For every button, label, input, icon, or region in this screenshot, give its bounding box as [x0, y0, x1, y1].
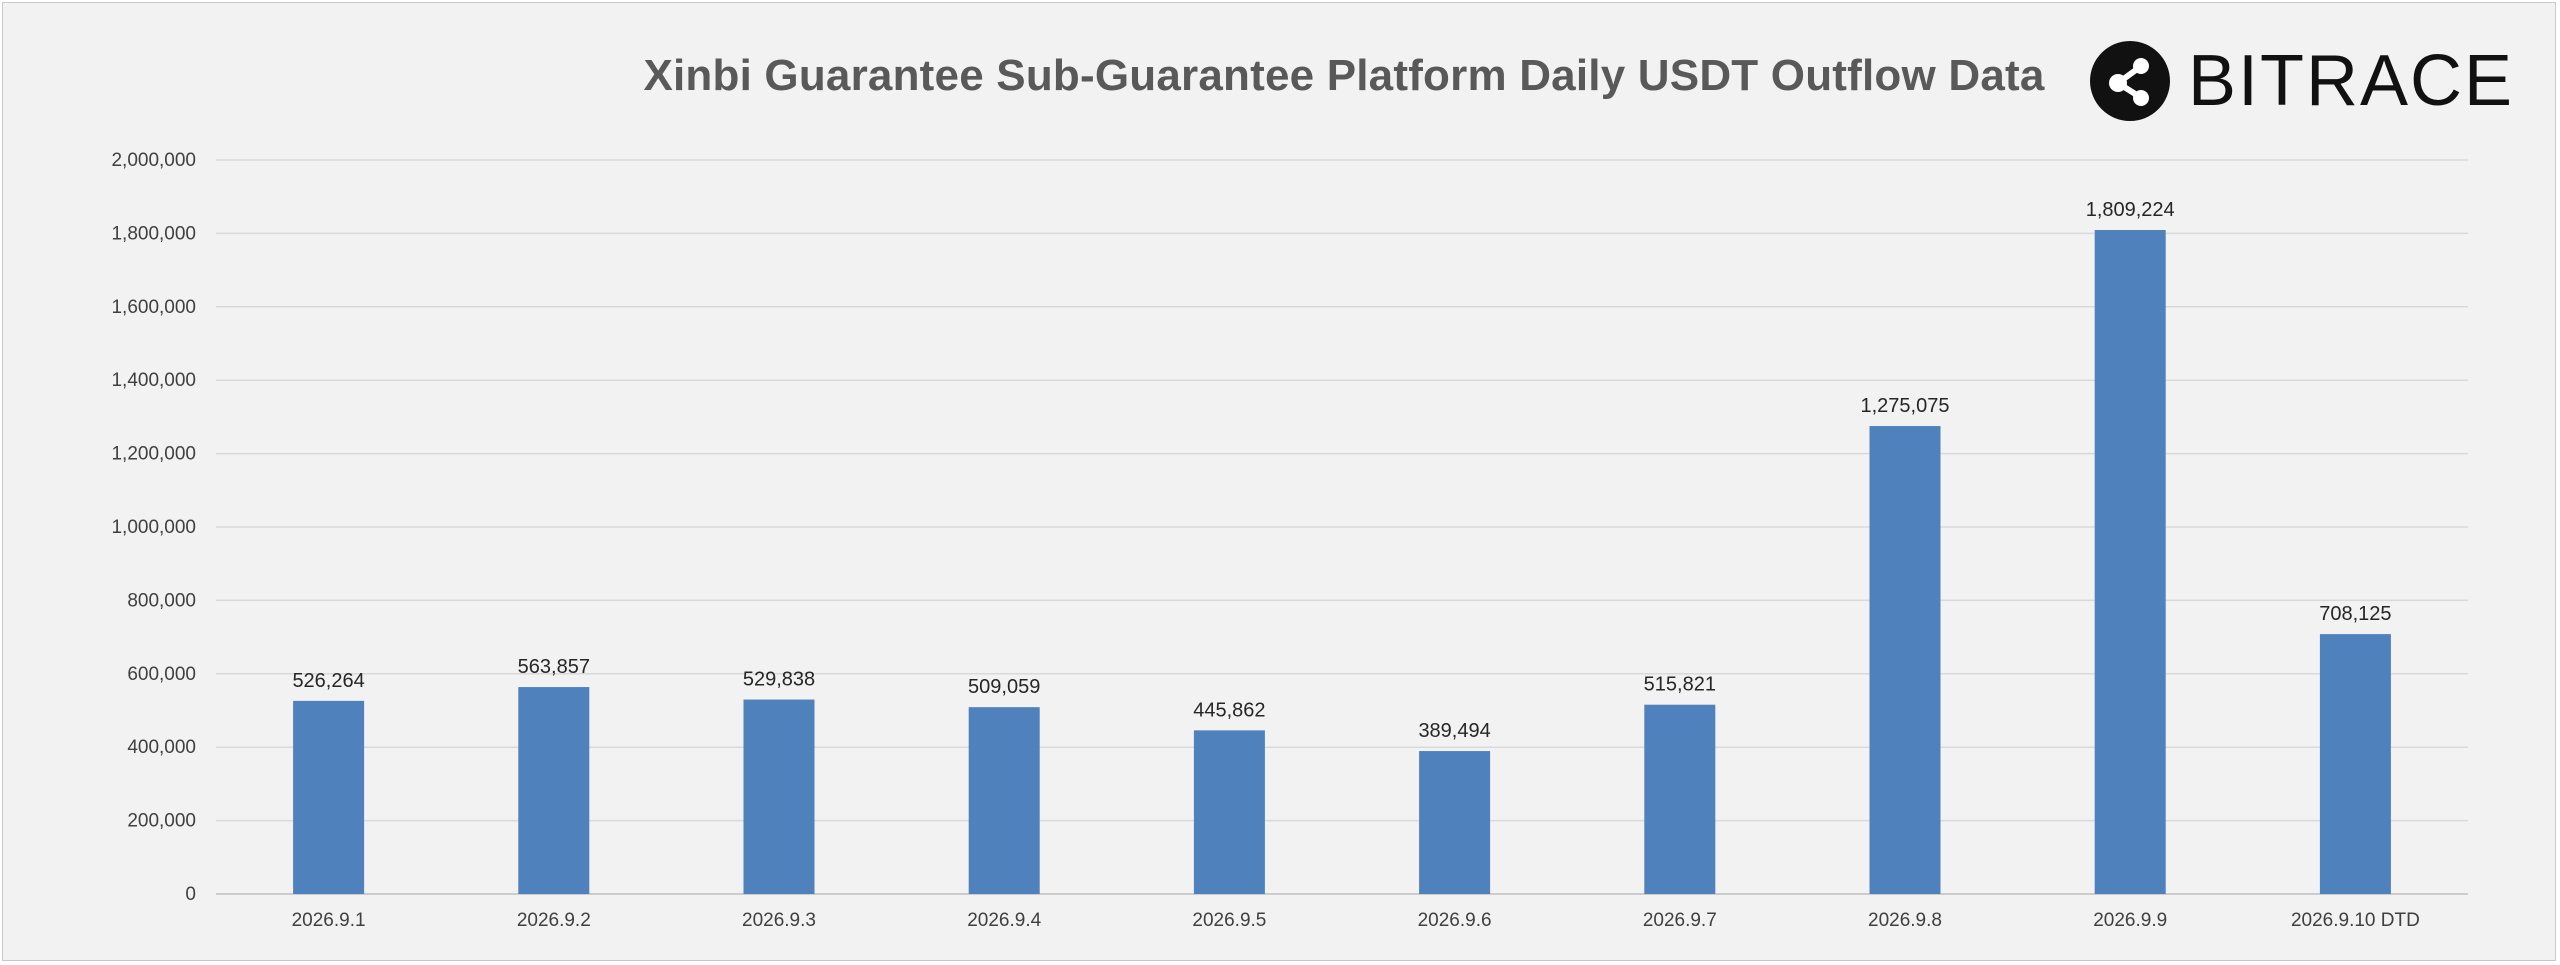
bar — [2319, 634, 2391, 894]
bitrace-logo: BITRACE — [2088, 39, 2514, 123]
y-tick-label: 600,000 — [127, 664, 196, 685]
x-tick-label: 2026.9.6 — [1418, 910, 1492, 931]
brand-wordmark: BITRACE — [2188, 41, 2515, 121]
bar — [518, 687, 590, 894]
x-tick-label: 2026.9.9 — [2093, 910, 2167, 931]
y-tick-label: 2,000,000 — [111, 150, 196, 171]
share-nodes-icon — [2090, 41, 2170, 121]
bar-chart: 0 200,000 400,000 600,000 800,000 1,000,000 1,… — [111, 150, 2468, 931]
x-tick-label: 2026.9.10 DTD — [2291, 910, 2420, 931]
y-tick-label: 1,200,000 — [111, 444, 196, 465]
x-tick-label: 2026.9.4 — [967, 910, 1041, 931]
bar — [968, 707, 1040, 894]
y-tick-label: 1,400,000 — [111, 370, 196, 391]
bar — [1869, 426, 1941, 894]
y-tick-label: 1,800,000 — [111, 223, 196, 244]
bar — [743, 699, 815, 894]
bar — [1644, 704, 1716, 894]
data-label: 515,821 — [1644, 674, 1716, 696]
x-tick-label: 2026.9.1 — [292, 910, 366, 931]
x-tick-label: 2026.9.8 — [1868, 910, 1942, 931]
bar — [293, 700, 365, 894]
data-label: 1,275,075 — [1861, 395, 1950, 417]
y-tick-label: 1,000,000 — [111, 517, 196, 538]
data-label: 708,125 — [2319, 603, 2391, 625]
data-label: 526,264 — [292, 670, 364, 692]
x-tick-label: 2026.9.2 — [517, 910, 591, 931]
x-tick-label: 2026.9.7 — [1643, 910, 1717, 931]
y-tick-label: 400,000 — [127, 737, 196, 758]
bar — [1419, 751, 1491, 894]
y-tick-label: 1,600,000 — [111, 297, 196, 318]
bar — [2094, 230, 2166, 895]
data-label: 529,838 — [743, 669, 815, 691]
data-label: 389,494 — [1418, 720, 1490, 742]
y-tick-label: 0 — [185, 884, 196, 905]
data-label: 1,809,224 — [2086, 199, 2175, 221]
data-label: 563,857 — [518, 656, 590, 678]
y-tick-label: 800,000 — [127, 590, 196, 611]
y-tick-label: 200,000 — [127, 811, 196, 832]
x-tick-label: 2026.9.5 — [1192, 910, 1266, 931]
chart-title: Xinbi Guarantee Sub-Guarantee Platform D… — [643, 51, 2045, 100]
bar — [1193, 730, 1265, 894]
data-label: 509,059 — [968, 676, 1040, 698]
x-tick-label: 2026.9.3 — [742, 910, 816, 931]
data-label: 445,862 — [1193, 699, 1265, 721]
